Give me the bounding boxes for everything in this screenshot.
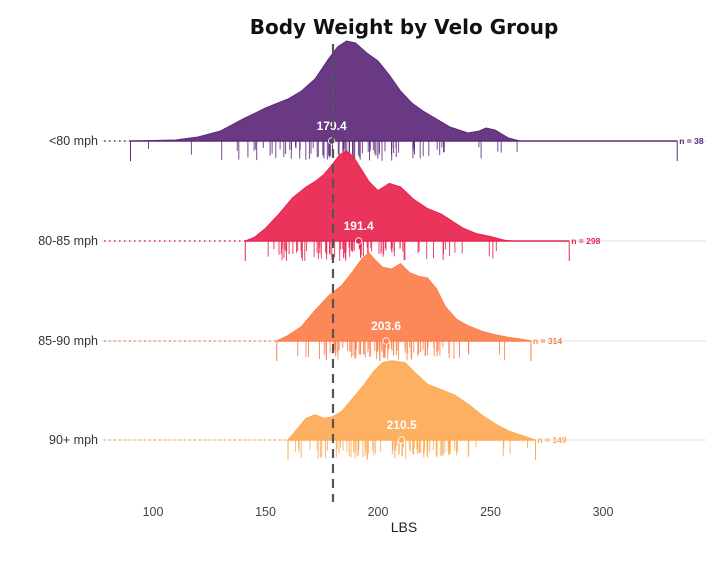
group-label: <80 mph: [49, 134, 98, 148]
x-tick-label: 250: [480, 505, 501, 519]
count-label: n = 149: [538, 435, 567, 445]
count-label: n = 298: [571, 236, 600, 246]
density-area: [130, 40, 520, 142]
density-area: [245, 150, 514, 242]
rug-marks: [276, 341, 532, 361]
x-axis-label: LBS: [391, 519, 417, 535]
x-tick-label: 100: [143, 505, 164, 519]
mean-marker: [355, 237, 363, 245]
mean-label: 210.5: [387, 418, 417, 432]
count-label: n = 38: [679, 136, 704, 146]
count-label: n = 314: [533, 336, 562, 346]
rug-marks: [130, 141, 678, 161]
group-label: 90+ mph: [49, 433, 98, 447]
mean-label: 191.4: [344, 219, 374, 233]
x-tick-label: 150: [255, 505, 276, 519]
mean-marker: [398, 436, 406, 444]
x-axis: 100 150 200 250 300: [143, 505, 614, 519]
chart-title: Body Weight by Velo Group: [250, 15, 559, 39]
ridges-layer: 179.4 n = 38 <80 mph 191.4 n = 298 80-85 mph 2…: [38, 40, 706, 502]
x-tick-label: 300: [593, 505, 614, 519]
density-area: [286, 360, 536, 441]
mean-label: 179.4: [317, 119, 347, 133]
x-tick-label: 200: [368, 505, 389, 519]
group-label: 80-85 mph: [38, 234, 98, 248]
ridge-group: 210.5 n = 149 90+ mph: [49, 360, 706, 460]
rug-marks: [244, 241, 570, 261]
ridge-group: 191.4 n = 298 80-85 mph: [38, 150, 706, 261]
ridge-group: 203.6 n = 314 85-90 mph: [38, 252, 706, 361]
mean-marker: [382, 337, 390, 345]
density-area: [276, 252, 532, 342]
group-label: 85-90 mph: [38, 334, 98, 348]
rug-marks: [287, 440, 536, 460]
mean-label: 203.6: [371, 319, 401, 333]
ridge-group: 179.4 n = 38 <80 mph: [49, 40, 706, 161]
